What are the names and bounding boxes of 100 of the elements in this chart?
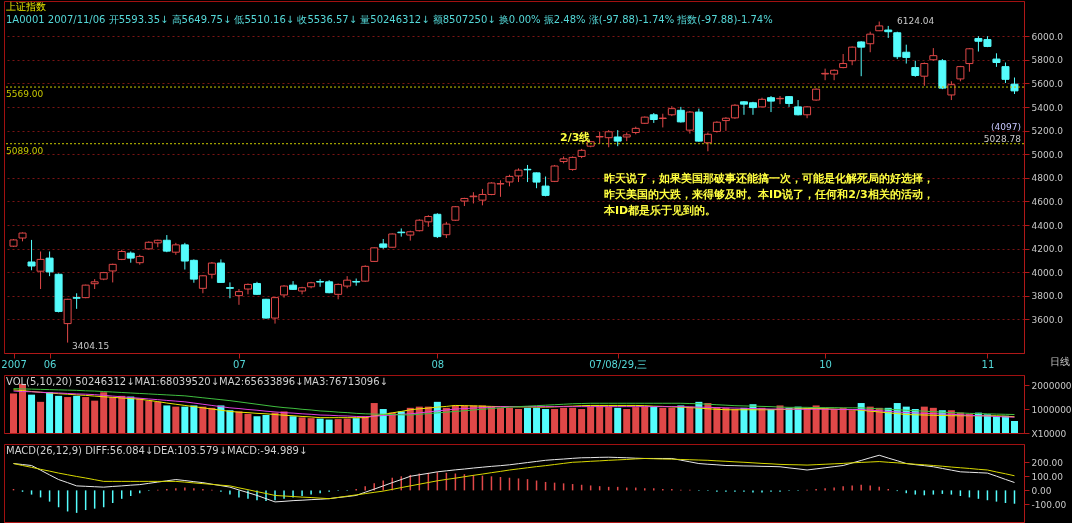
candlestick — [36, 250, 45, 290]
bar — [641, 406, 649, 433]
y-tick-label: 5000.0 — [1031, 149, 1064, 160]
candlestick — [703, 132, 712, 152]
bar — [614, 407, 622, 433]
bar — [722, 407, 730, 433]
chart-title: MACD(26,12,9) DIFF:56.084↓DEA:103.579↓MACD:-94.989↓ — [6, 445, 308, 456]
annotation: 本ID都是乐于见到的。 — [603, 204, 717, 217]
bar — [496, 407, 504, 433]
candlestick — [965, 47, 974, 73]
bar — [208, 407, 216, 433]
text: 日线 — [1050, 356, 1070, 367]
bar — [28, 394, 36, 433]
bar — [542, 409, 550, 433]
candlestick — [848, 45, 857, 66]
bar — [623, 409, 631, 433]
bar — [596, 405, 604, 433]
candlestick — [433, 212, 442, 239]
bar — [262, 415, 270, 433]
y-tick-label: 4200.0 — [1031, 244, 1064, 255]
bar — [605, 406, 613, 433]
x-tick-label: 08 — [431, 358, 445, 370]
bar — [578, 409, 586, 433]
bar — [848, 410, 856, 433]
candlestick — [234, 288, 243, 306]
candlestick — [198, 274, 207, 294]
annotation: 昨天美国的大跌，来得够及时。本ID说了，任何和2/3相关的活动， — [604, 188, 934, 201]
candlestick — [271, 296, 280, 325]
y-tick-label: X10000 — [1031, 428, 1067, 439]
candlestick — [27, 239, 36, 271]
y-tick-label: 1000000 — [1031, 404, 1072, 415]
bar — [37, 401, 45, 433]
bar — [154, 401, 162, 433]
chart-title: 上证指数 — [6, 1, 46, 12]
candlestick — [216, 258, 225, 284]
bar — [551, 409, 559, 433]
y-tick-label: 3600.0 — [1031, 314, 1064, 325]
y-tick-label: 2000000 — [1031, 380, 1072, 391]
bar — [821, 407, 829, 433]
ref-line-label: 5089.00 — [6, 145, 44, 156]
candlestick — [45, 250, 54, 277]
bar — [659, 407, 667, 433]
bar — [226, 410, 234, 433]
y-tick-label: 4800.0 — [1031, 173, 1064, 184]
candlestick — [685, 110, 694, 135]
bar — [668, 407, 676, 433]
bar — [803, 407, 811, 433]
candlestick — [767, 95, 776, 113]
bar — [316, 418, 324, 433]
y-tick-label: 6000.0 — [1031, 31, 1064, 42]
annotation: 2/3线 — [560, 131, 591, 144]
bar — [587, 406, 595, 433]
bar — [172, 406, 180, 433]
bar — [127, 396, 135, 433]
bar — [731, 409, 739, 433]
bar — [244, 413, 252, 433]
bar — [253, 416, 261, 433]
candlestick — [1001, 62, 1010, 84]
annotation: 3404.15 — [72, 341, 110, 351]
annotation: 5028.78 — [983, 134, 1022, 144]
chart-title: VOL(5,10,20) 50246312↓MA1:68039520↓MA2:65633896↓MA3:76713096↓ — [6, 376, 388, 387]
bar — [82, 397, 90, 433]
bar — [992, 416, 1000, 433]
bar — [217, 405, 225, 433]
annotation: (4097) — [991, 122, 1021, 132]
candlestick — [225, 281, 234, 299]
bar — [487, 406, 495, 433]
y-tick-label: 100.00 — [1031, 471, 1064, 482]
bar — [515, 409, 523, 433]
candlestick — [920, 62, 929, 87]
bar — [560, 407, 568, 433]
bar — [307, 418, 315, 433]
bar — [136, 398, 144, 433]
y-tick-label: 200.00 — [1031, 457, 1064, 468]
annotation: 6124.04 — [897, 16, 935, 26]
bar — [64, 397, 72, 433]
bar — [686, 406, 694, 433]
y-tick-label: 5600.0 — [1031, 78, 1064, 89]
x-tick-label: 07 — [233, 358, 246, 370]
bar — [10, 393, 18, 433]
bar — [109, 397, 117, 433]
bar — [650, 406, 658, 433]
bar — [118, 395, 126, 433]
y-tick-label: 4000.0 — [1031, 267, 1064, 278]
bar — [190, 405, 198, 433]
x-tick-label: 2007 — [1, 358, 27, 370]
bar — [271, 412, 279, 433]
x-tick-label: 11 — [981, 358, 995, 370]
bar — [163, 405, 171, 433]
y-tick-label: 4600.0 — [1031, 196, 1064, 207]
bar — [289, 416, 297, 433]
annotation: 昨天说了，如果美国那破事还能搞一次，可能是化解死局的好选择， — [604, 172, 934, 185]
bar — [181, 406, 189, 433]
y-tick-label: -100.00 — [1031, 499, 1067, 510]
bar — [632, 407, 640, 433]
bar — [325, 419, 333, 433]
y-tick-label: 3800.0 — [1031, 291, 1064, 302]
bar — [100, 392, 108, 433]
bar — [740, 407, 748, 433]
ref-line-label: 5569.00 — [6, 89, 44, 100]
